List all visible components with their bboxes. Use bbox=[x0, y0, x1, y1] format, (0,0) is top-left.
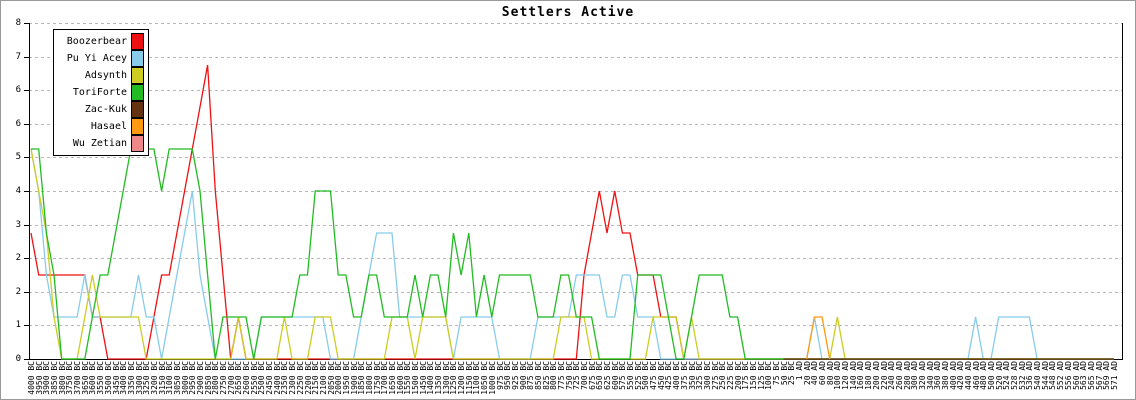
y-tick-label: 3 bbox=[15, 220, 21, 230]
series-line-boozerbear bbox=[30, 64, 1114, 360]
legend-item-label: ToriForte bbox=[72, 87, 127, 98]
y-tick-label: 4 bbox=[15, 186, 21, 196]
y-tick-label: 6 bbox=[15, 119, 21, 129]
legend-item-toriforte: ToriForte bbox=[56, 84, 144, 101]
y-tick-label: 7 bbox=[15, 52, 21, 62]
legend-item-adsynth: Adsynth bbox=[56, 67, 144, 84]
series-line-adsynth bbox=[30, 148, 1114, 360]
y-tick-label: 8 bbox=[15, 18, 21, 28]
y-tick-label: 2 bbox=[15, 287, 21, 297]
legend-color-swatch bbox=[131, 33, 144, 50]
legend-item-label: Hasael bbox=[90, 121, 127, 132]
legend: Boozerbear Pu Yi Acey Adsynth ToriForte Zac-… bbox=[53, 29, 149, 156]
legend-item-boozerbear: Boozerbear bbox=[56, 33, 144, 50]
y-tick-label: 1 bbox=[15, 320, 21, 330]
legend-color-swatch bbox=[131, 101, 144, 118]
series-line-toriforte bbox=[31, 148, 1114, 360]
y-tick-label: 0 bbox=[15, 354, 21, 364]
legend-item-label: Pu Yi Acey bbox=[66, 53, 127, 64]
chart-title: Settlers Active bbox=[501, 5, 635, 20]
legend-item-pu-yi-acey: Pu Yi Acey bbox=[56, 50, 144, 67]
x-tick-label: 571 AD bbox=[1109, 361, 1119, 390]
y-tick-label: 6 bbox=[15, 85, 21, 95]
legend-item-label: Adsynth bbox=[84, 70, 127, 81]
legend-color-swatch bbox=[131, 118, 144, 135]
legend-color-swatch bbox=[131, 84, 144, 101]
legend-item-label: Boozerbear bbox=[66, 36, 127, 47]
legend-item-zac-kuk: Zac-Kuk bbox=[56, 101, 144, 118]
legend-color-swatch bbox=[131, 50, 144, 67]
legend-item-label: Wu Zetian bbox=[72, 138, 127, 149]
legend-color-swatch bbox=[131, 67, 144, 84]
legend-item-wu-zetian: Wu Zetian bbox=[56, 135, 144, 152]
legend-item-label: Zac-Kuk bbox=[84, 104, 127, 115]
series-line-hasael bbox=[806, 316, 831, 360]
y-tick-label: 2 bbox=[15, 253, 21, 263]
y-tick-label: 5 bbox=[15, 152, 21, 162]
series-line-pu-yi-acey bbox=[30, 148, 1114, 360]
legend-color-swatch bbox=[131, 135, 144, 152]
legend-item-hasael: Hasael bbox=[56, 118, 144, 135]
